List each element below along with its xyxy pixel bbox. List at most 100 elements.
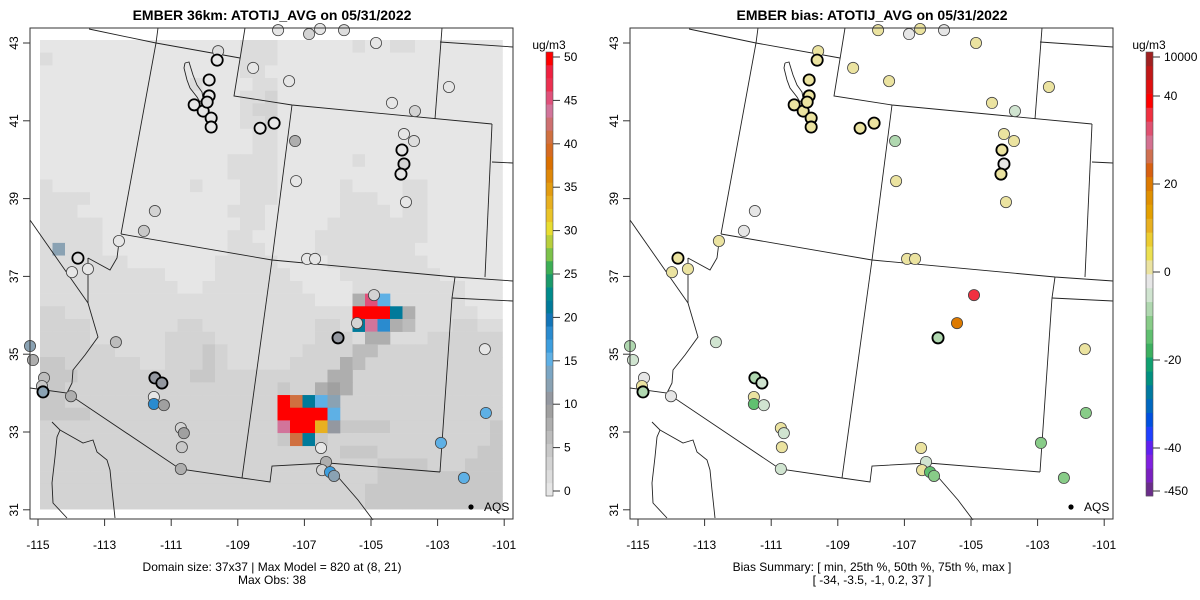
- colorbar-label: 40: [1164, 89, 1178, 103]
- aqs-station-marker: [147, 397, 160, 410]
- model-cell: [315, 128, 328, 142]
- model-cell: [127, 407, 141, 421]
- model-cell: [227, 90, 241, 104]
- model-cell: [490, 217, 503, 231]
- model-cell: [240, 382, 253, 396]
- model-cell: [65, 344, 78, 358]
- model-cell: [290, 116, 303, 130]
- model-cell: [202, 357, 216, 370]
- model-cell: [52, 103, 66, 117]
- model-cell: [165, 242, 178, 256]
- model-cell: [377, 407, 391, 421]
- model-cell: [452, 496, 466, 510]
- model-cell: [215, 103, 228, 117]
- model-cell: [490, 344, 503, 358]
- model-cell: [277, 433, 291, 447]
- model-cell: [402, 331, 416, 345]
- model-cell: [315, 52, 328, 66]
- model-cell: [365, 141, 378, 155]
- model-cell: [377, 458, 391, 472]
- model-cell: [402, 230, 416, 244]
- model-cell: [440, 268, 453, 282]
- model-cell: [452, 40, 466, 53]
- model-cell: [427, 306, 441, 320]
- model-cell: [415, 331, 428, 345]
- model-cell: [390, 318, 403, 332]
- aqs-station-marker: [914, 22, 927, 35]
- model-cell: [377, 369, 391, 383]
- model-cell: [152, 496, 166, 510]
- model-cell: [252, 306, 266, 320]
- model-cell: [427, 141, 441, 155]
- x-tick-label: -107: [292, 538, 316, 552]
- bias-panel: EMBER bias: ATOTIJ_AVG on 05/31/2022 -11…: [607, 7, 1198, 587]
- model-cell: [190, 141, 203, 155]
- model-cell: [265, 179, 278, 193]
- model-cell: [140, 154, 153, 168]
- model-cell: [227, 331, 241, 345]
- model-cell: [340, 395, 353, 409]
- model-cell: [177, 306, 191, 320]
- model-cell: [152, 280, 166, 294]
- model-cell: [252, 192, 266, 206]
- model-cell: [365, 458, 378, 472]
- model-cell: [427, 217, 441, 231]
- model-cell: [277, 369, 291, 383]
- model-cell: [440, 103, 453, 117]
- model-cell: [202, 255, 216, 269]
- model-cell: [127, 293, 141, 307]
- colorbar-label: 25: [564, 267, 578, 281]
- coastline: [87, 241, 120, 271]
- model-cell: [215, 154, 228, 168]
- bias-summary-header: Bias Summary: [ min, 25th %, 50th %, 75t…: [733, 560, 1012, 574]
- y-tick-label: 41: [7, 114, 21, 128]
- model-cell: [265, 420, 278, 434]
- model-cell: [415, 357, 428, 370]
- model-cell: [465, 420, 478, 434]
- colorbar-segment: [546, 274, 553, 288]
- model-cell: [265, 382, 278, 396]
- model-cell: [227, 280, 241, 294]
- model-cell: [352, 255, 366, 269]
- model-cell: [402, 369, 416, 383]
- model-cell: [177, 65, 191, 79]
- model-cell: [452, 154, 466, 168]
- y-tick-label: 41: [607, 114, 621, 128]
- model-cell: [440, 255, 453, 269]
- model-cell: [352, 192, 366, 206]
- model-cell: [265, 103, 278, 117]
- model-cell: [340, 141, 353, 155]
- model-cell: [140, 407, 153, 421]
- model-cell: [140, 445, 153, 459]
- model-cell: [202, 280, 216, 294]
- model-cell: [127, 52, 141, 66]
- colorbar-unit: ug/m3: [532, 38, 566, 52]
- model-cell: [490, 395, 503, 409]
- y-tick-label: 31: [607, 503, 621, 517]
- model-cell: [177, 382, 191, 396]
- colorbar-segment: [546, 430, 553, 445]
- model-cell: [165, 255, 178, 269]
- model-cell: [340, 116, 353, 130]
- model-cell: [490, 116, 503, 130]
- model-cell: [115, 369, 128, 383]
- model-cell: [227, 369, 241, 383]
- model-cell: [152, 255, 166, 269]
- model-cell: [127, 154, 141, 168]
- model-cell: [227, 128, 241, 142]
- model-cell: [252, 445, 266, 459]
- model-cell: [165, 116, 178, 130]
- model-cell: [477, 395, 491, 409]
- model-cell: [190, 268, 203, 282]
- colorbar-segment: [1146, 398, 1153, 414]
- model-cell: [290, 306, 303, 320]
- model-cell: [65, 331, 78, 345]
- model-cell: [202, 407, 216, 421]
- model-cell: [465, 445, 478, 459]
- model-cell: [402, 471, 416, 485]
- model-cell: [427, 90, 441, 104]
- model-cell: [190, 420, 203, 434]
- model-cell: [140, 496, 153, 510]
- model-cell: [390, 306, 403, 320]
- colorbar-segment: [1146, 218, 1153, 233]
